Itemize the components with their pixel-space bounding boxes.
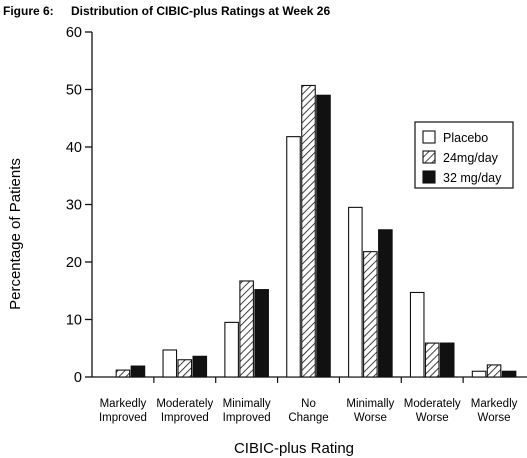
category-label: Markedly bbox=[471, 398, 518, 410]
y-tick-label: 0 bbox=[74, 370, 82, 386]
bar-24mg-day-2 bbox=[239, 280, 254, 378]
category-labels: Markedly Improved Moderately Improved Minima… bbox=[99, 398, 518, 424]
legend-label: 24mg/day bbox=[443, 151, 499, 165]
bar-24mg-day-6 bbox=[486, 364, 502, 378]
bar-32-mg-day-1 bbox=[192, 355, 208, 378]
legend-label: 32 mg/day bbox=[443, 171, 502, 185]
bar-32-mg-day-4 bbox=[378, 229, 393, 378]
category-label: Moderately bbox=[156, 398, 213, 410]
bar-32-mg-day-6 bbox=[501, 370, 517, 378]
legend-swatch bbox=[422, 130, 436, 144]
bar-32-mg-day-3 bbox=[316, 94, 331, 378]
y-axis-title: Percentage of Patients bbox=[7, 158, 24, 310]
bar-placebo-3 bbox=[286, 136, 301, 378]
category-label: Improved bbox=[161, 412, 209, 424]
bar-placebo-4 bbox=[348, 206, 363, 378]
category-label: Markedly bbox=[100, 398, 147, 410]
y-tick-label: 60 bbox=[66, 25, 82, 41]
bar-24mg-day-3 bbox=[301, 84, 316, 378]
y-tick-label: 50 bbox=[66, 83, 82, 99]
bar-24mg-day-0 bbox=[115, 369, 131, 378]
bar-24mg-day-1 bbox=[177, 359, 193, 378]
category-label: No bbox=[301, 398, 316, 410]
legend-swatch bbox=[422, 170, 436, 184]
y-tick-label: 40 bbox=[66, 140, 82, 156]
bar-placebo-1 bbox=[162, 349, 178, 378]
category-label: Minimally bbox=[223, 398, 271, 410]
y-tick-label: 20 bbox=[66, 255, 82, 271]
category-label: Worse bbox=[354, 412, 387, 424]
bars-group bbox=[115, 84, 517, 378]
category-label: Worse bbox=[478, 412, 511, 424]
bar-placebo-5 bbox=[409, 291, 425, 378]
y-tick-label: 10 bbox=[66, 313, 82, 329]
bar-placebo-6 bbox=[471, 370, 487, 378]
bar-24mg-day-4 bbox=[363, 251, 378, 378]
figure-title: Distribution of CIBIC-plus Ratings at We… bbox=[71, 4, 330, 18]
legend-swatch bbox=[422, 150, 436, 164]
x-axis bbox=[92, 376, 527, 383]
category-label: Improved bbox=[223, 412, 271, 424]
y-tick-label: 30 bbox=[66, 198, 82, 214]
category-label: Change bbox=[288, 412, 328, 424]
x-axis-title: CIBIC-plus Rating bbox=[234, 440, 354, 457]
figure-number: Figure 6: bbox=[3, 4, 54, 18]
category-label: Worse bbox=[416, 412, 449, 424]
bar-32-mg-day-0 bbox=[130, 365, 146, 378]
bar-placebo-2 bbox=[224, 321, 239, 378]
bar-32-mg-day-5 bbox=[439, 342, 455, 378]
bar-32-mg-day-2 bbox=[254, 289, 269, 378]
category-label: Minimally bbox=[346, 398, 394, 410]
category-label: Moderately bbox=[404, 398, 461, 410]
legend-label: Placebo bbox=[443, 131, 488, 145]
bar-24mg-day-5 bbox=[424, 342, 440, 378]
legend: Placebo 24mg/day 32 mg/day bbox=[414, 121, 514, 189]
y-axis: 0 10 20 30 40 50 60 bbox=[66, 25, 93, 386]
category-label: Improved bbox=[99, 412, 147, 424]
